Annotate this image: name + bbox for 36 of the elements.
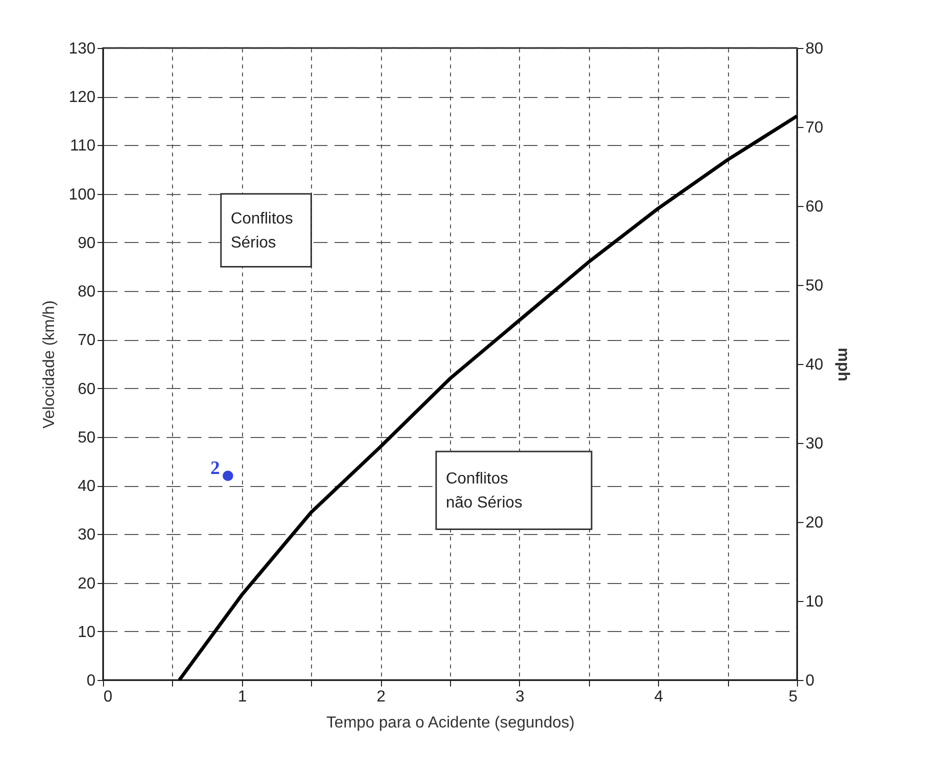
x-tick-label: 1 (238, 688, 247, 706)
x-tick-label: 2 (376, 688, 386, 706)
y-tick-label: 40 (78, 478, 96, 496)
y-tick-label: 80 (78, 284, 96, 301)
x-tick-label: 4 (654, 688, 664, 706)
x-tick-label: 3 (515, 688, 524, 706)
y-tick-label: 90 (78, 234, 96, 252)
y-tick-label: 60 (78, 380, 96, 398)
y-tick-label: 20 (78, 575, 96, 592)
y-tick-label: 0 (86, 672, 96, 690)
y2-tick-label: 60 (806, 198, 824, 216)
annotation: Conflitos não Sérios (446, 470, 522, 512)
y2-tick-label: 30 (806, 436, 824, 452)
y-tick-label: 110 (70, 138, 96, 155)
x-tick-label: 5 (788, 688, 798, 706)
y2-tick-label: 50 (806, 278, 824, 294)
y2-tick-label: 40 (806, 356, 824, 374)
y-axis-title: Velocidade (km/h) (40, 300, 58, 429)
y2-axis-title: mph (834, 348, 852, 382)
y2-tick-label: 10 (806, 594, 824, 610)
y2-tick-label: 70 (806, 120, 824, 136)
y-tick-label: 50 (78, 429, 96, 446)
y-tick-label: 120 (68, 89, 96, 106)
y2-tick-label: 20 (806, 514, 824, 532)
x-axis-title: Tempo para o Acidente (segundos) (326, 714, 575, 732)
x-tick-label: 0 (104, 688, 112, 706)
y-tick-label: 100 (68, 186, 96, 204)
y-tick-label: 10 (78, 624, 96, 641)
y2-tick-label: 80 (806, 40, 824, 58)
y-tick-label: 30 (78, 526, 96, 544)
y-tick-label: 70 (78, 332, 96, 350)
y-tick-label: 130 (68, 40, 96, 58)
y2-tick-label: 0 (806, 672, 814, 690)
annotation: Conflitos Sérios (230, 210, 293, 252)
annotation: 2 (210, 458, 220, 479)
line-series (178, 114, 799, 682)
